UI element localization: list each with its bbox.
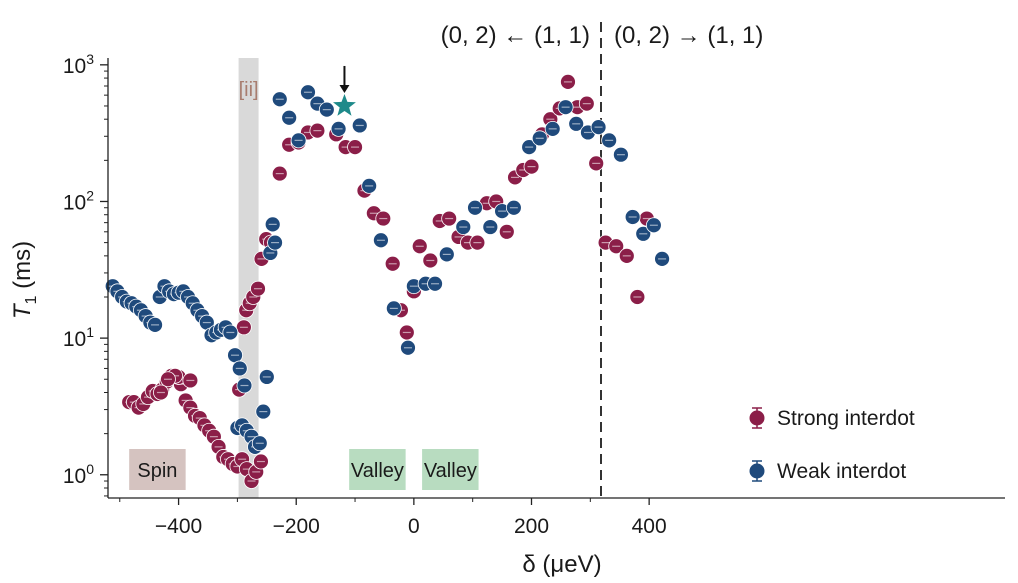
point-strong-51 xyxy=(347,139,363,156)
point-strong-65 xyxy=(469,234,486,251)
region-label-0: Spin xyxy=(137,460,177,482)
x-tick-label: −200 xyxy=(273,515,320,538)
point-weak-68 xyxy=(601,132,618,149)
top-label-right: (0, 2) → (1, 1) xyxy=(614,22,763,49)
legend-label: Weak interdot xyxy=(777,460,906,483)
point-strong-81 xyxy=(618,247,635,264)
x-tick-label: 400 xyxy=(632,515,667,538)
shaded-band-label: [ii] xyxy=(239,79,259,101)
point-strong-39 xyxy=(250,280,266,297)
point-strong-54 xyxy=(375,210,392,227)
point-weak-73 xyxy=(654,250,670,267)
point-weak-9 xyxy=(147,316,163,333)
point-weak-39 xyxy=(267,234,283,251)
top-label-left: (0, 2) ← (1, 1) xyxy=(441,22,590,49)
point-weak-50 xyxy=(385,300,402,317)
y-tick-label: 100 xyxy=(63,461,94,488)
point-strong-78 xyxy=(588,155,605,172)
point-strong-47 xyxy=(309,122,326,139)
point-weak-40 xyxy=(271,91,288,108)
legend-item-0: Strong interdot xyxy=(749,407,915,430)
region-label-2: Valley xyxy=(424,460,477,482)
point-strong-55 xyxy=(384,255,401,272)
point-weak-49 xyxy=(373,232,389,249)
point-strong-33 xyxy=(182,372,199,389)
point-weak-69 xyxy=(613,146,629,163)
point-weak-71 xyxy=(635,225,652,242)
region-box-1 xyxy=(349,449,406,490)
point-strong-57 xyxy=(398,324,415,341)
point-weak-60 xyxy=(505,199,522,216)
star-arrow-head xyxy=(339,84,350,93)
legend-label: Strong interdot xyxy=(777,407,915,430)
legend-item-1: Weak interdot xyxy=(749,460,906,483)
y-axis-label: T1 (ms) xyxy=(9,241,40,319)
point-weak-72 xyxy=(645,217,662,234)
point-weak-47 xyxy=(351,117,368,134)
point-weak-35 xyxy=(255,403,272,420)
point-weak-27 xyxy=(231,360,248,377)
legend-marker xyxy=(749,410,765,426)
point-strong-59 xyxy=(411,238,428,255)
point-weak-56 xyxy=(455,219,472,235)
point-weak-63 xyxy=(544,120,561,137)
point-weak-67 xyxy=(590,119,607,136)
point-strong-43 xyxy=(271,165,288,182)
star-marker xyxy=(333,94,356,116)
point-weak-45 xyxy=(318,101,335,118)
point-weak-20 xyxy=(198,314,215,331)
point-strong-75 xyxy=(560,74,576,90)
point-weak-43 xyxy=(300,84,316,101)
legend-marker xyxy=(749,463,765,479)
highlight-star-marker xyxy=(333,65,356,116)
point-strong-60 xyxy=(422,252,439,269)
point-weak-70 xyxy=(624,209,641,225)
legend: Strong interdot Weak interdot xyxy=(749,407,915,483)
point-weak-34 xyxy=(251,435,268,452)
x-axis-label: δ (μeV) xyxy=(522,551,601,578)
point-weak-55 xyxy=(438,246,455,263)
point-weak-25 xyxy=(222,324,239,341)
x-tick-label: 200 xyxy=(514,515,549,538)
y-tick-label: 102 xyxy=(63,187,94,214)
point-strong-82 xyxy=(629,289,646,305)
point-weak-61 xyxy=(521,139,538,156)
point-strong-28 xyxy=(253,453,269,470)
point-weak-36 xyxy=(258,369,275,385)
data-points xyxy=(104,74,670,489)
region-labels: Spin Valley Valley xyxy=(129,449,479,490)
x-tick-label: −400 xyxy=(155,515,202,538)
point-weak-64 xyxy=(557,99,574,116)
region-box-0 xyxy=(129,449,186,490)
point-weak-38 xyxy=(264,216,281,233)
point-weak-54 xyxy=(427,275,443,292)
point-weak-57 xyxy=(467,199,483,216)
region-label-1: Valley xyxy=(351,460,404,482)
point-weak-51 xyxy=(400,339,416,356)
point-weak-62 xyxy=(531,130,548,147)
point-weak-46 xyxy=(330,120,347,137)
point-strong-77 xyxy=(578,95,595,112)
point-weak-28 xyxy=(236,377,253,394)
point-strong-31 xyxy=(160,371,176,388)
point-weak-26 xyxy=(227,347,243,364)
point-weak-41 xyxy=(281,109,298,126)
point-weak-42 xyxy=(290,132,307,149)
point-strong-68 xyxy=(498,223,515,240)
point-weak-48 xyxy=(361,178,378,194)
x-tick-label: 0 xyxy=(408,515,420,538)
point-strong-71 xyxy=(523,158,540,175)
y-tick-label: 103 xyxy=(63,51,94,78)
region-box-2 xyxy=(422,449,479,490)
point-strong-32 xyxy=(153,384,169,401)
point-weak-65 xyxy=(568,115,585,132)
point-strong-62 xyxy=(441,210,458,227)
tick-labels: −400 −200 0 200 400 100 101 102 103 xyxy=(63,51,667,538)
point-weak-58 xyxy=(482,219,499,235)
point-strong-80 xyxy=(608,238,625,255)
y-tick-label: 101 xyxy=(63,324,94,351)
point-strong-35 xyxy=(235,319,252,336)
axes xyxy=(100,58,1005,505)
